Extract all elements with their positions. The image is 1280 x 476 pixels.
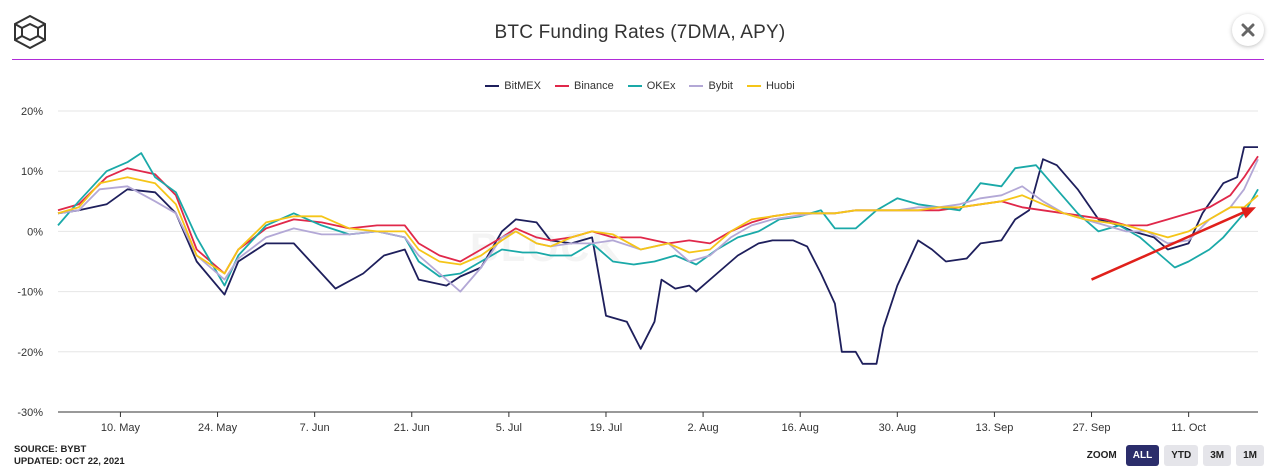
y-tick-label: 0% bbox=[27, 226, 43, 238]
close-icon bbox=[1241, 23, 1255, 37]
logo-icon bbox=[12, 14, 48, 50]
zoom-label: ZOOM bbox=[1086, 450, 1117, 461]
x-tick-label: 5. Jul bbox=[496, 422, 522, 434]
legend-swatch bbox=[485, 85, 500, 87]
legend-item-okex[interactable]: OKEx bbox=[627, 80, 676, 92]
x-tick-label: 13. Sep bbox=[975, 422, 1013, 434]
x-tick-label: 2. Aug bbox=[687, 422, 718, 434]
annotation-arrow bbox=[1091, 210, 1247, 281]
zoom-3m-button[interactable]: 3M bbox=[1203, 445, 1232, 466]
y-tick-label: -30% bbox=[17, 407, 43, 419]
zoom-controls: ZOOM ALL YTD 3M 1M bbox=[1087, 445, 1264, 466]
series-line-bybit bbox=[57, 158, 1259, 293]
chart-title: BTC Funding Rates (7DMA, APY) bbox=[494, 22, 786, 43]
close-button[interactable] bbox=[1232, 14, 1264, 46]
zoom-all-button[interactable]: ALL bbox=[1125, 445, 1160, 466]
y-tick-label: 10% bbox=[21, 166, 43, 178]
x-tick-label: 7. Jun bbox=[300, 422, 330, 434]
legend-swatch bbox=[689, 85, 704, 87]
series-line-huobi bbox=[57, 176, 1259, 275]
x-tick-label: 21. Jun bbox=[394, 422, 430, 434]
x-tick-label: 24. May bbox=[198, 422, 238, 434]
legend-swatch bbox=[746, 85, 761, 87]
legend-swatch bbox=[554, 85, 569, 87]
legend-label: Huobi bbox=[765, 80, 795, 92]
series-line-bitmex bbox=[57, 146, 1258, 365]
x-tick-label: 27. Sep bbox=[1073, 422, 1111, 434]
chart-legend: BitMEX Binance OKEx Bybit Huobi bbox=[0, 80, 1280, 92]
zoom-ytd-button[interactable]: YTD bbox=[1164, 445, 1199, 466]
x-tick-label: 30. Aug bbox=[879, 422, 916, 434]
updated-text: UPDATED: OCT 22, 2021 bbox=[14, 456, 125, 467]
y-tick-label: -20% bbox=[17, 347, 43, 359]
legend-label: OKEx bbox=[646, 80, 676, 92]
chart-footer: SOURCE: BYBT UPDATED: OCT 22, 2021 bbox=[14, 444, 125, 468]
legend-item-bybit[interactable]: Bybit bbox=[689, 80, 733, 92]
legend-item-binance[interactable]: Binance bbox=[554, 80, 614, 92]
y-tick-label: 20% bbox=[21, 106, 43, 118]
annotation-arrowhead bbox=[1240, 207, 1256, 219]
x-tick-label: 19. Jul bbox=[590, 422, 622, 434]
legend-label: Binance bbox=[573, 80, 614, 92]
x-tick-label: 16. Aug bbox=[782, 422, 819, 434]
y-tick-label: -10% bbox=[17, 287, 43, 299]
legend-swatch bbox=[627, 85, 642, 87]
series-line-okex bbox=[57, 152, 1259, 287]
zoom-1m-button[interactable]: 1M bbox=[1236, 445, 1264, 466]
legend-item-huobi[interactable]: Huobi bbox=[746, 80, 795, 92]
x-tick-label: 11. Oct bbox=[1171, 422, 1206, 434]
legend-item-bitmex[interactable]: BitMEX bbox=[485, 80, 541, 92]
legend-label: Bybit bbox=[708, 80, 733, 92]
header-divider bbox=[12, 59, 1264, 60]
series-line-binance bbox=[57, 155, 1259, 275]
x-tick-label: 10. May bbox=[101, 422, 141, 434]
source-text: SOURCE: BYBT bbox=[14, 444, 87, 455]
legend-label: BitMEX bbox=[504, 80, 541, 92]
